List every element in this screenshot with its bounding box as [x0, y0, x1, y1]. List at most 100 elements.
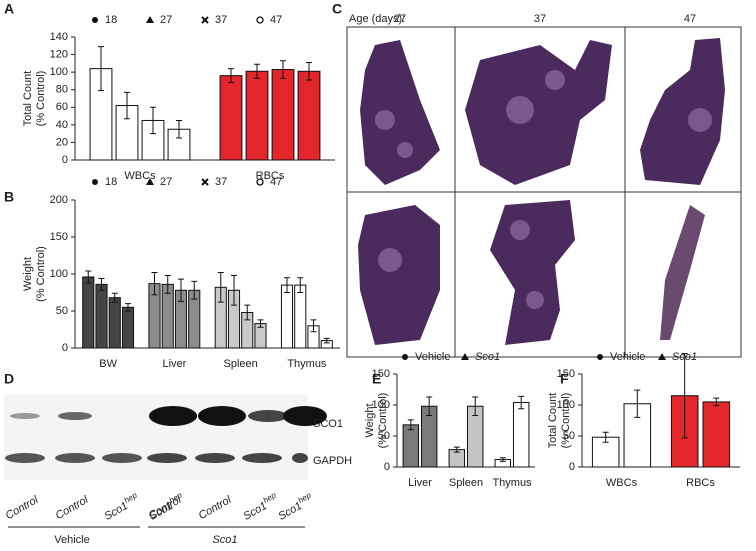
y-tick-label: 140 [50, 31, 68, 43]
error-bar-line [254, 63, 260, 79]
error-bar-line [280, 60, 286, 79]
error-bar [602, 431, 609, 443]
legend-label: 47 [270, 14, 282, 26]
legend-marker [92, 17, 98, 23]
error-bar [178, 278, 184, 302]
x-tick-label: BW [99, 358, 117, 370]
legend-label: 37 [215, 176, 227, 188]
error-bar-line [125, 303, 131, 312]
bar [402, 424, 420, 468]
error-bar-line [713, 397, 720, 407]
legend-label: Sco1 [475, 351, 500, 363]
error-bar [306, 61, 312, 81]
error-bar-line [191, 280, 198, 300]
bar [280, 284, 294, 349]
error-bar [310, 319, 317, 333]
x-tick-label: Thymus [492, 477, 532, 489]
x-tick-label: RBCs [686, 477, 715, 489]
y-tick-label: 100 [50, 66, 68, 78]
error-bar [407, 419, 414, 431]
error-bar-line [231, 274, 237, 306]
x-tick-label: WBCs [606, 477, 638, 489]
group-label: Vehicle [54, 534, 89, 546]
y-tick-label: 0 [569, 461, 575, 473]
y-tick-label: 40 [56, 119, 68, 131]
legend-label: Vehicle [610, 351, 645, 363]
bar [702, 401, 731, 468]
y-axis-label: (% Control) [35, 246, 47, 302]
age: 27 [394, 13, 406, 25]
error-bar [176, 119, 182, 139]
bar [121, 306, 135, 349]
y-axis-label: (% Control) [377, 393, 389, 449]
band-label: SCO1 [313, 418, 343, 430]
legend-label: 18 [105, 176, 117, 188]
error-bar [164, 274, 171, 294]
error-bar-line [518, 395, 525, 410]
y-tick-label: 50 [378, 430, 390, 442]
legend-marker [256, 16, 264, 24]
error-bar-line [217, 272, 224, 303]
panel-letter: B [4, 189, 14, 205]
error-bar-line [150, 106, 156, 135]
y-axis-label: (% Control) [560, 393, 572, 449]
bar [297, 70, 321, 161]
legend-label: 27 [160, 14, 172, 26]
y-axis-label: Total Count [547, 393, 559, 449]
error-bar-line [453, 446, 460, 453]
error-bar-line [164, 274, 171, 294]
y-tick-label: 0 [384, 461, 390, 473]
legend-label: Vehicle [415, 351, 450, 363]
panel-letter: C [332, 1, 342, 17]
age: 37 [534, 13, 546, 25]
legend-marker [92, 179, 98, 185]
error-bar-line [85, 270, 92, 284]
y-tick-label: 100 [557, 399, 575, 411]
error-bar-line [98, 46, 104, 92]
error-bar [284, 277, 290, 293]
y-axis-label: Weight [22, 257, 34, 291]
lane-label: Sco1hep [240, 490, 281, 522]
y-axis-label: Total Count [22, 71, 34, 127]
lane-label: Control [4, 494, 41, 522]
histology-grid [346, 26, 742, 358]
legend-label: 18 [105, 14, 117, 26]
legend-marker [201, 178, 209, 186]
band-label: GAPDH [313, 455, 352, 467]
error-bar [98, 46, 104, 92]
lane-text: Control [197, 494, 234, 522]
bar [108, 297, 121, 349]
legend-marker [256, 178, 264, 186]
panel-letter: F [560, 371, 569, 387]
lane-sup: hep [297, 490, 314, 505]
error-bar [681, 353, 688, 439]
y-tick-label: 0 [62, 154, 68, 166]
x-tick-label: Liver [408, 477, 432, 489]
western-blot [4, 395, 327, 528]
x-tick-label: Liver [162, 358, 186, 370]
x-tick-label: Spleen [449, 477, 483, 489]
bar [219, 75, 243, 161]
error-bar [191, 280, 198, 300]
y-tick-label: 100 [372, 399, 390, 411]
error-bar-line [284, 277, 290, 293]
bar [271, 69, 295, 161]
legend-marker [201, 16, 209, 24]
lane-text: Control [147, 494, 184, 522]
y-axis-label: Weight [364, 403, 376, 437]
lane-text: Control [54, 494, 91, 522]
error-bar-line [499, 457, 506, 462]
lane-label: Sco1hep [275, 490, 316, 522]
error-bar [228, 68, 234, 84]
legend-marker [597, 354, 603, 360]
error-bar-line [151, 272, 158, 296]
error-bar [499, 457, 506, 462]
error-bar-line [297, 277, 304, 293]
lane-label: Control [147, 494, 184, 522]
y-tick-label: 150 [557, 368, 575, 380]
x-tick-label: WBCs [124, 170, 156, 182]
error-bar [323, 337, 330, 344]
error-bar-line [407, 419, 414, 431]
error-bar-line [124, 91, 130, 120]
error-bar [111, 292, 118, 303]
